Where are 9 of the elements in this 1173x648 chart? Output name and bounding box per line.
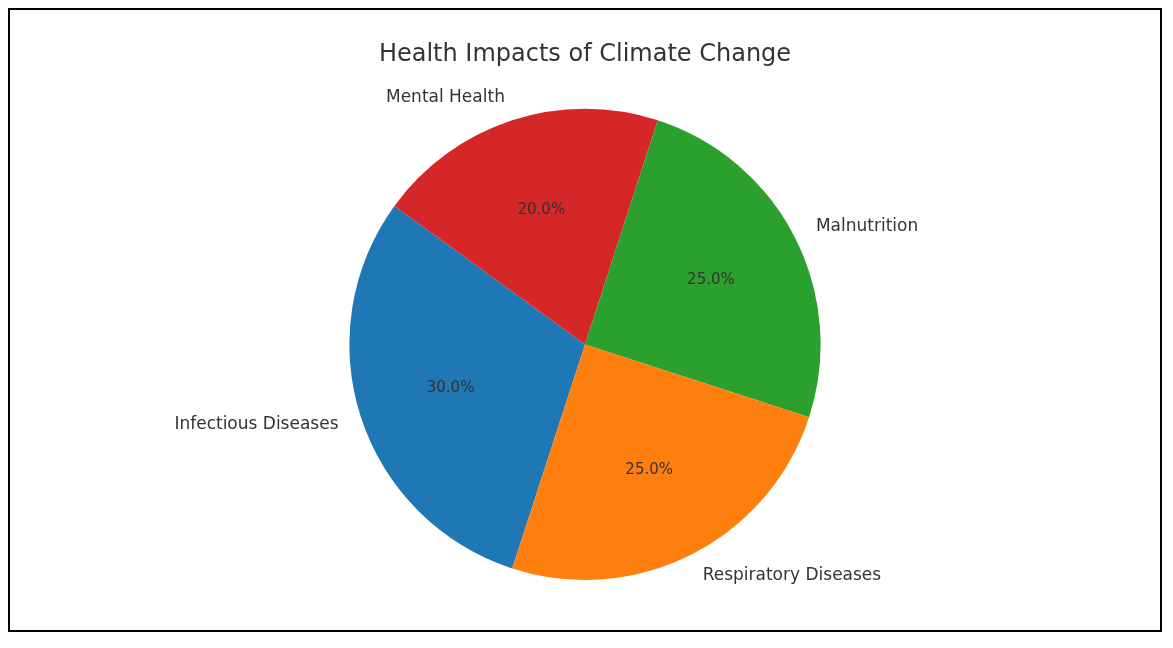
- data-label: 25.0%: [625, 460, 673, 479]
- slice-label: Mental Health: [385, 86, 505, 107]
- data-label: 30.0%: [426, 377, 475, 396]
- slice-label: Malnutrition: [815, 215, 919, 236]
- slice-label: Infectious Diseases: [174, 412, 339, 433]
- chart-title: Health Impacts of Climate Change: [378, 38, 792, 67]
- slice-label: Respiratory Diseases: [702, 563, 882, 584]
- data-label: 20.0%: [517, 199, 566, 218]
- data-label: 25.0%: [687, 270, 735, 289]
